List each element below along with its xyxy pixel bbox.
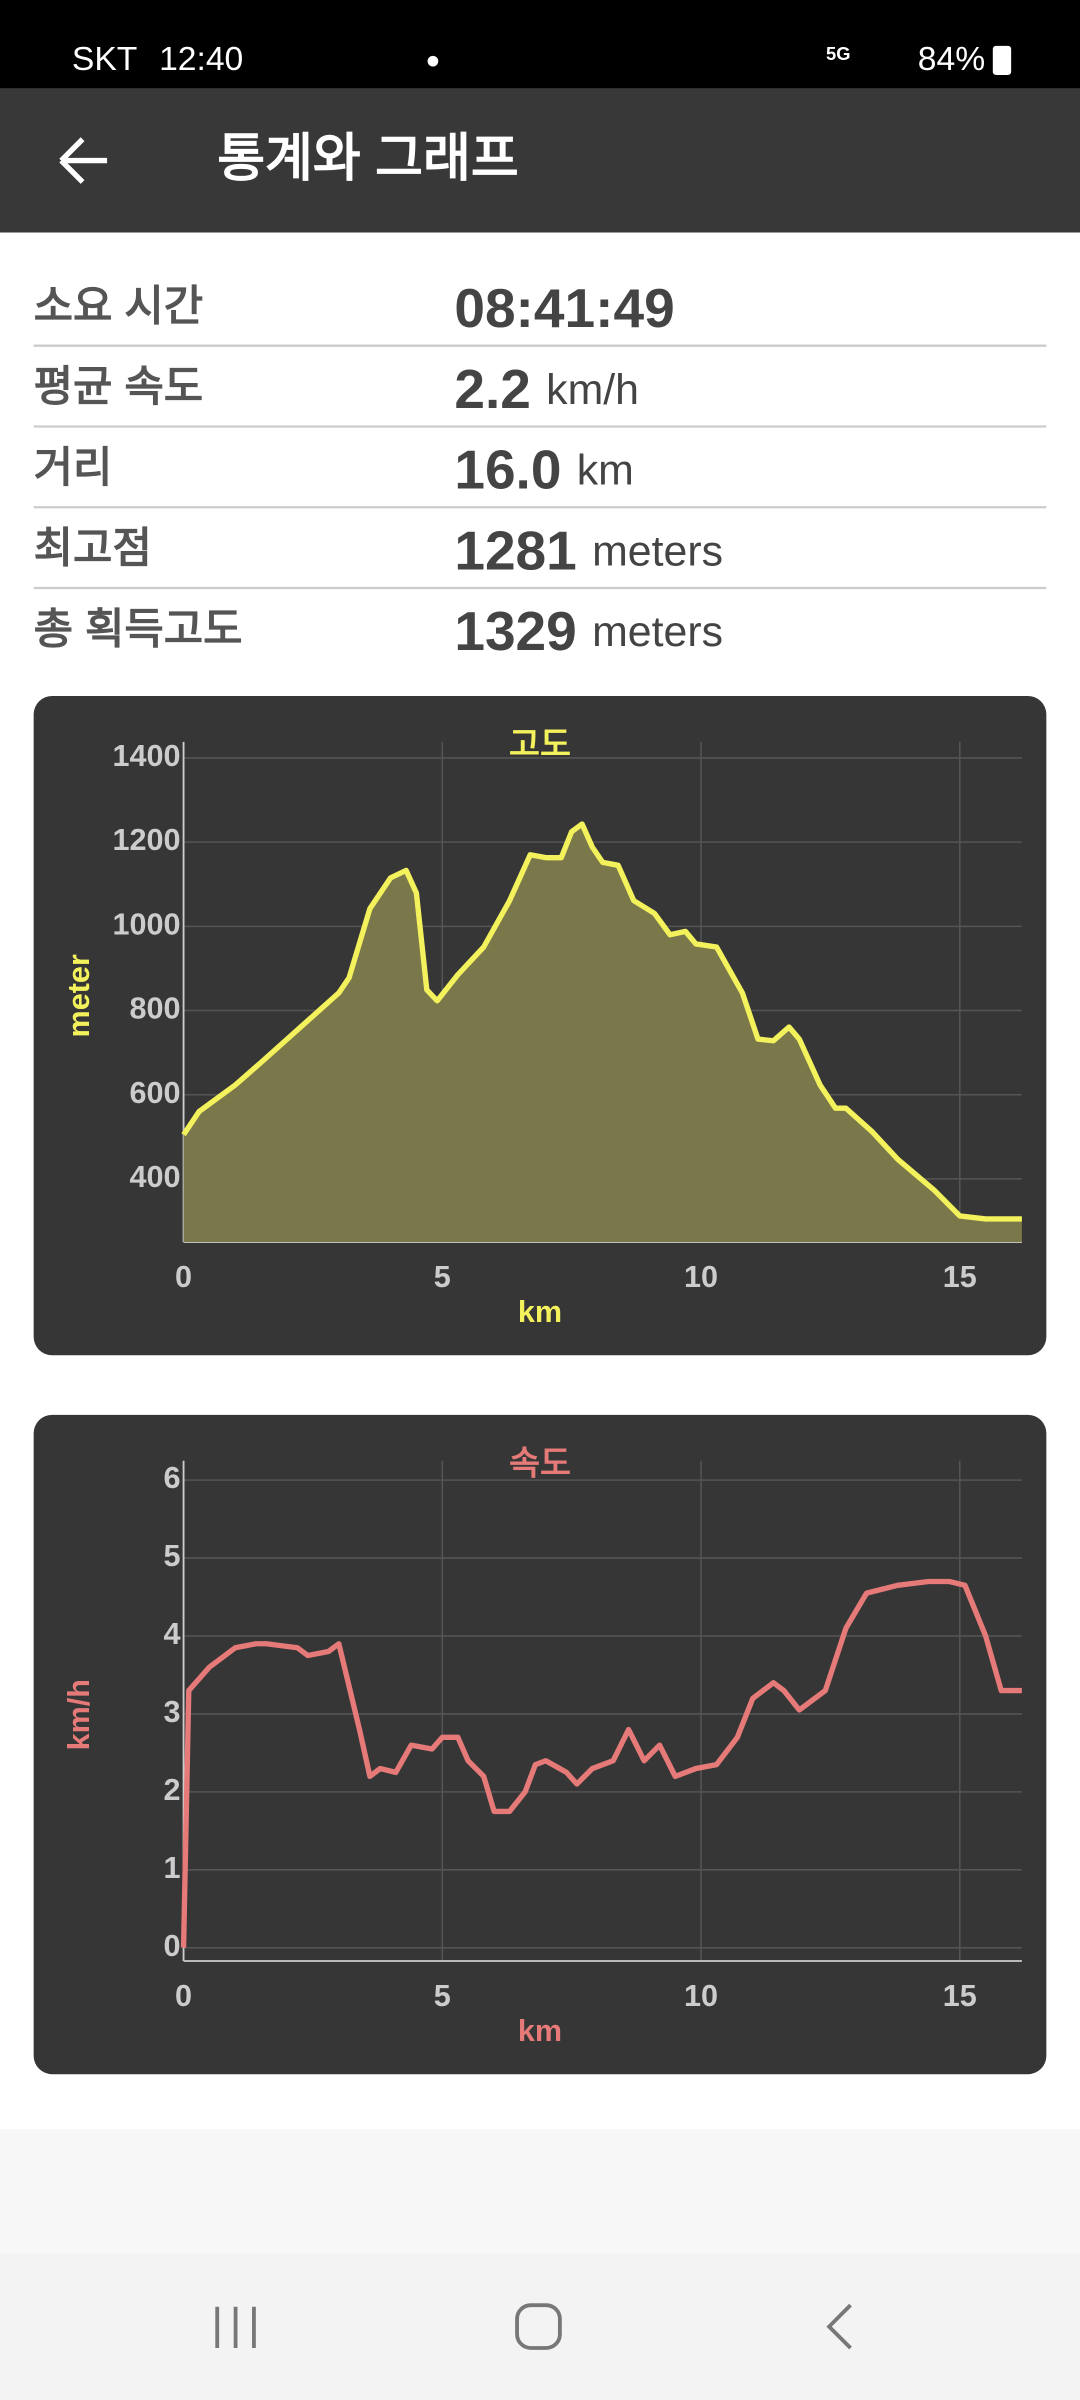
stat-label: 총 획득고도 bbox=[34, 605, 243, 653]
x-tick-label: 10 bbox=[684, 1260, 718, 1294]
stat-number: 08:41:49 bbox=[454, 277, 674, 339]
y-axis-label: km/h bbox=[62, 1679, 96, 1750]
stat-value: 2.2 km/h bbox=[454, 357, 639, 419]
y-tick-label: 1000 bbox=[112, 907, 180, 941]
battery-level: 84% bbox=[918, 41, 985, 78]
stat-label: 평균 속도 bbox=[34, 363, 204, 411]
x-tick-label: 5 bbox=[434, 1979, 451, 2013]
line bbox=[180, 1578, 1022, 1948]
stat-unit: km/h bbox=[546, 366, 639, 414]
y-tick-label: 2 bbox=[163, 1773, 180, 1807]
stat-value: 08:41:49 bbox=[454, 277, 674, 339]
chart-title: 속도 bbox=[509, 1445, 571, 1482]
stat-value: 1329 meters bbox=[454, 600, 723, 662]
x-tick-label: 15 bbox=[943, 1979, 977, 2013]
stat-number: 1281 bbox=[454, 519, 576, 581]
nav-bar bbox=[0, 2253, 1080, 2400]
clock: 12:40 bbox=[159, 41, 243, 78]
dot bbox=[427, 55, 439, 67]
area bbox=[183, 824, 1022, 1243]
back-button[interactable] bbox=[59, 137, 108, 184]
stat-number: 1329 bbox=[454, 600, 576, 662]
y-tick-label: 6 bbox=[163, 1461, 180, 1495]
y-axis-label: meter bbox=[62, 954, 96, 1037]
stat-label: 거리 bbox=[34, 444, 113, 492]
y-tick-label: 5 bbox=[163, 1539, 180, 1573]
x-axis-label: km bbox=[518, 1295, 562, 1329]
stat-unit: meters bbox=[592, 528, 723, 576]
x-tick-label: 0 bbox=[175, 1260, 192, 1294]
chart-title: 고도 bbox=[509, 726, 571, 763]
status-bar bbox=[0, 0, 1080, 89]
y-tick-label: 0 bbox=[163, 1929, 180, 1963]
nav-back[interactable] bbox=[826, 2303, 852, 2350]
stat-number: 2.2 bbox=[454, 357, 531, 419]
stat-number: 16.0 bbox=[454, 438, 561, 500]
stat-unit: meters bbox=[592, 608, 723, 656]
content: 소요 시간 08:41:49 평균 속도 2.2 km/h 거리 16.0 km 최고점 1281… bbox=[33, 277, 1047, 2075]
battery-icon bbox=[992, 45, 1012, 75]
y-tick-label: 4 bbox=[163, 1617, 180, 1651]
nav-recent[interactable] bbox=[215, 2306, 256, 2348]
stat-value: 16.0 km bbox=[454, 438, 634, 500]
y-tick-label: 1200 bbox=[112, 823, 180, 857]
stat-value: 1281 meters bbox=[454, 519, 723, 581]
x-axis-label: km bbox=[518, 2014, 562, 2048]
network: 5G bbox=[826, 43, 850, 64]
y-tick-label: 600 bbox=[129, 1076, 180, 1110]
line bbox=[181, 821, 1022, 1222]
y-tick-label: 800 bbox=[129, 992, 180, 1026]
y-tick-label: 1400 bbox=[112, 739, 180, 773]
chart-card bbox=[33, 1414, 1047, 2075]
stat-unit: km bbox=[577, 447, 634, 495]
stat-label: 최고점 bbox=[34, 525, 152, 573]
x-tick-label: 15 bbox=[943, 1260, 977, 1294]
carrier: SKT bbox=[72, 41, 137, 78]
y-tick-label: 3 bbox=[163, 1695, 180, 1729]
nav-home[interactable] bbox=[515, 2303, 562, 2350]
y-tick-label: 400 bbox=[129, 1160, 180, 1194]
x-tick-label: 5 bbox=[434, 1260, 451, 1294]
x-tick-label: 0 bbox=[175, 1979, 192, 2013]
y-tick-label: 1 bbox=[163, 1851, 180, 1885]
app-title: 통계와 그래프 bbox=[217, 130, 519, 188]
x-tick-label: 10 bbox=[684, 1979, 718, 2013]
stat-label: 소요 시간 bbox=[34, 282, 204, 330]
app-bar bbox=[0, 88, 1080, 233]
